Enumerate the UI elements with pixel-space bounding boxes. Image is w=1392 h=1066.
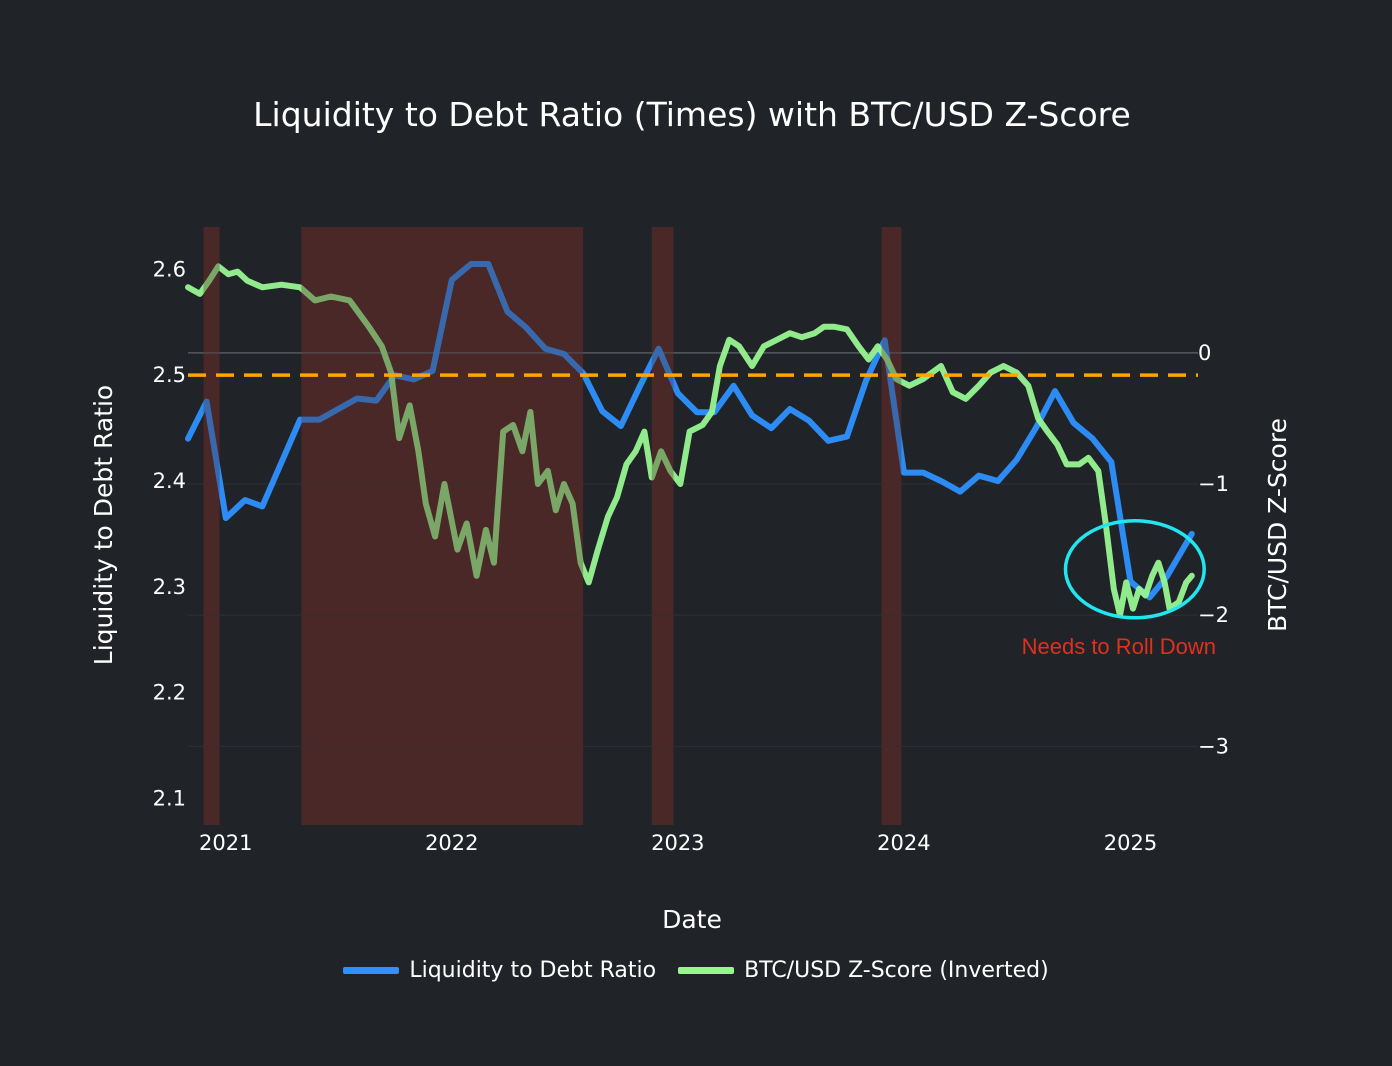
y2-axis-title: BTC/USD Z-Score <box>1263 418 1292 632</box>
y2-tick-label-3: −3 <box>1198 734 1229 758</box>
x-tick-label-0: 2021 <box>199 831 252 855</box>
y-tick-label-0: 2.1 <box>153 787 186 811</box>
y-tick-label-1: 2.2 <box>153 681 186 705</box>
y2-tick-label-0: 0 <box>1198 341 1211 365</box>
legend-item-btc[interactable]: BTC/USD Z-Score (Inverted) <box>678 958 1049 983</box>
y-axis-title: Liquidity to Debt Ratio <box>89 385 118 665</box>
series-line-0 <box>185 261 1195 601</box>
shade-overlay-3 <box>881 227 902 825</box>
x-tick-label-4: 2025 <box>1104 831 1157 855</box>
annotation-circle <box>1063 519 1206 620</box>
shade-overlay-2 <box>651 227 674 825</box>
overlay-layer: Needs to Roll Down <box>188 227 1216 825</box>
y-tick-label-2: 2.3 <box>153 575 186 599</box>
x-axis-title: Date <box>662 905 722 934</box>
legend-swatch-btc <box>678 967 735 974</box>
shaded-region-0 <box>203 227 220 825</box>
shade-overlay-1 <box>301 227 584 825</box>
x-tick-label-2: 2023 <box>651 831 704 855</box>
y2-tick-label-1: −1 <box>1198 472 1229 496</box>
chart-title: Liquidity to Debt Ratio (Times) with BTC… <box>253 95 1131 134</box>
legend-swatch-liquidity <box>343 967 400 974</box>
legend-label-liquidity: Liquidity to Debt Ratio <box>409 958 657 983</box>
y-tick-label-4: 2.5 <box>153 363 186 387</box>
y2-tick-label-2: −2 <box>1198 603 1229 627</box>
legend-item-liquidity[interactable]: Liquidity to Debt Ratio <box>343 958 656 983</box>
axes: 2021 2022 2023 2024 2025 2.1 2.2 2.3 2.4 2.5 2.6 0 −… <box>153 257 1229 855</box>
legend-label-btc: BTC/USD Z-Score (Inverted) <box>744 958 1049 983</box>
y-tick-label-5: 2.6 <box>153 257 186 281</box>
annotation-text: Needs to Roll Down <box>1022 634 1216 659</box>
series-lines <box>185 261 1195 619</box>
y-tick-label-3: 2.4 <box>153 469 186 493</box>
shade-overlay-0 <box>203 227 220 825</box>
gridlines <box>188 352 1198 747</box>
x-tick-label-1: 2022 <box>425 831 478 855</box>
legend: Liquidity to Debt Ratio BTC/USD Z-Score … <box>0 958 1392 983</box>
x-tick-label-3: 2024 <box>877 831 930 855</box>
